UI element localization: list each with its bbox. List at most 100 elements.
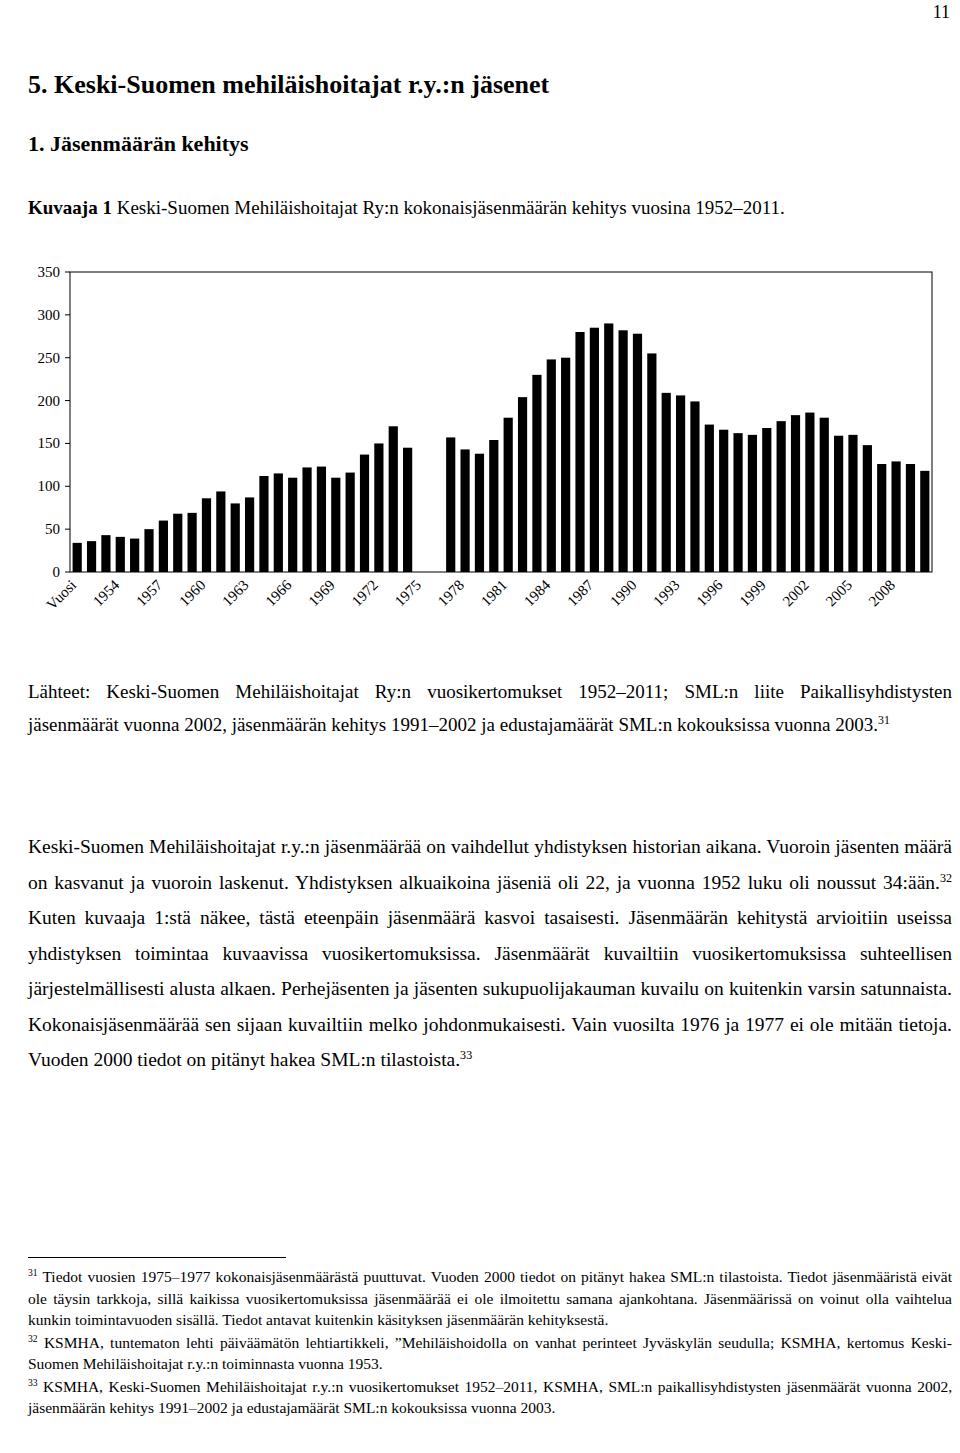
bar — [633, 334, 642, 572]
y-tick-label: 250 — [38, 350, 61, 366]
bar — [116, 537, 125, 572]
caption-text: Keski-Suomen Mehiläishoitajat Ry:n kokon… — [117, 197, 785, 218]
bar — [489, 440, 498, 572]
body-note-ref: 32 — [940, 870, 952, 884]
x-tick-label: 1963 — [219, 577, 252, 610]
bar — [331, 478, 340, 572]
y-tick-label: 200 — [38, 393, 61, 409]
x-tick-label: 1969 — [305, 577, 338, 610]
body-text: Keski-Suomen Mehiläishoitajat r.y.:n jäs… — [28, 836, 952, 893]
bar — [389, 426, 398, 572]
x-tick-label: 1960 — [176, 577, 209, 610]
y-tick-label: 150 — [38, 435, 61, 451]
bar — [475, 454, 484, 572]
bar — [159, 521, 168, 572]
caption: Kuvaaja 1 Keski-Suomen Mehiläishoitajat … — [28, 197, 785, 219]
y-tick-label: 350 — [38, 264, 61, 280]
caption-label: Kuvaaja 1 — [28, 197, 112, 218]
footnote-text: Tiedot vuosien 1975–1977 kokonaisjäsenmä… — [28, 1268, 952, 1328]
x-tick-label: 1993 — [650, 577, 683, 610]
bar — [575, 332, 584, 572]
y-tick — [65, 400, 70, 401]
bar — [705, 425, 714, 572]
bar — [590, 328, 599, 572]
bar — [259, 476, 268, 572]
bars — [73, 323, 930, 572]
bar — [518, 397, 527, 572]
x-tick-label: 1972 — [348, 577, 381, 610]
bar — [547, 359, 556, 572]
bar — [403, 448, 412, 572]
bar — [216, 491, 225, 572]
bar — [245, 497, 254, 572]
footnote-number: 31 — [28, 1267, 38, 1278]
bar — [733, 433, 742, 572]
x-tick-label: 1999 — [736, 577, 769, 610]
bar — [662, 393, 671, 572]
x-tick-label: 1966 — [262, 576, 295, 609]
x-tick-label: 1996 — [693, 576, 726, 609]
bar — [532, 375, 541, 572]
body-note-ref: 33 — [460, 1048, 472, 1062]
bar — [805, 413, 814, 572]
bar — [130, 539, 139, 572]
x-tick-label: 1975 — [392, 577, 425, 610]
chart: 050100150200250300350Vuosi19541957196019… — [0, 250, 960, 660]
bar — [690, 401, 699, 572]
bar — [202, 498, 211, 572]
y-tick-label: 50 — [45, 521, 60, 537]
bar — [302, 467, 311, 572]
bar — [73, 543, 82, 572]
y-tick — [65, 486, 70, 487]
sources-note-ref: 31 — [878, 714, 890, 727]
bar — [346, 473, 355, 572]
x-tick-label: 2005 — [823, 577, 856, 610]
heading: 5. Keski-Suomen mehiläishoitajat r.y.:n … — [28, 70, 549, 100]
bar — [891, 461, 900, 572]
bar — [504, 418, 513, 572]
bar — [748, 435, 757, 572]
bar — [791, 415, 800, 572]
bar — [877, 464, 886, 572]
x-tick-label: 2002 — [779, 577, 812, 610]
x-tick-label: 1987 — [564, 576, 597, 609]
bar — [777, 421, 786, 572]
bar — [863, 445, 872, 572]
footnote-text: KSMHA, Keski-Suomen Mehiläishoitajat r.y… — [28, 1378, 952, 1417]
bar — [101, 535, 110, 572]
page: {"page_number": "11", "heading": "5. Kes… — [0, 0, 960, 1453]
body-paragraph: Keski-Suomen Mehiläishoitajat r.y.:n jäs… — [28, 829, 952, 1078]
bar — [360, 455, 369, 572]
y-tick — [65, 572, 70, 573]
y-tick — [65, 529, 70, 530]
y-tick-label: 0 — [53, 564, 61, 580]
bar — [848, 435, 857, 572]
bar — [231, 503, 240, 572]
bar — [676, 395, 685, 572]
bar — [446, 437, 455, 572]
x-tick-label: Vuosi — [43, 577, 79, 613]
y-tick — [65, 314, 70, 315]
bar — [173, 514, 182, 572]
footnote-rule — [28, 1257, 286, 1258]
x-tick-label: 1957 — [133, 576, 166, 609]
bar — [719, 430, 728, 572]
x-tick-label: 1984 — [521, 576, 554, 609]
bar — [317, 467, 326, 572]
y-tick-label: 100 — [38, 478, 61, 494]
footnotes: 31 Tiedot vuosien 1975–1977 kokonaisjäse… — [28, 1266, 952, 1420]
bar — [144, 529, 153, 572]
bar — [561, 358, 570, 572]
footnote: 32 KSMHA, tuntematon lehti päiväämätön l… — [28, 1332, 952, 1375]
bar — [762, 428, 771, 572]
bar — [604, 323, 613, 572]
bar — [647, 353, 656, 572]
bar — [920, 471, 929, 572]
bar — [834, 436, 843, 572]
bar — [374, 443, 383, 572]
x-tick-label: 1978 — [435, 577, 468, 610]
x-tick-label: 1990 — [607, 577, 640, 610]
bar — [188, 513, 197, 572]
sources: Lähteet: Keski-Suomen Mehiläishoitajat R… — [28, 675, 952, 741]
bar — [460, 449, 469, 572]
